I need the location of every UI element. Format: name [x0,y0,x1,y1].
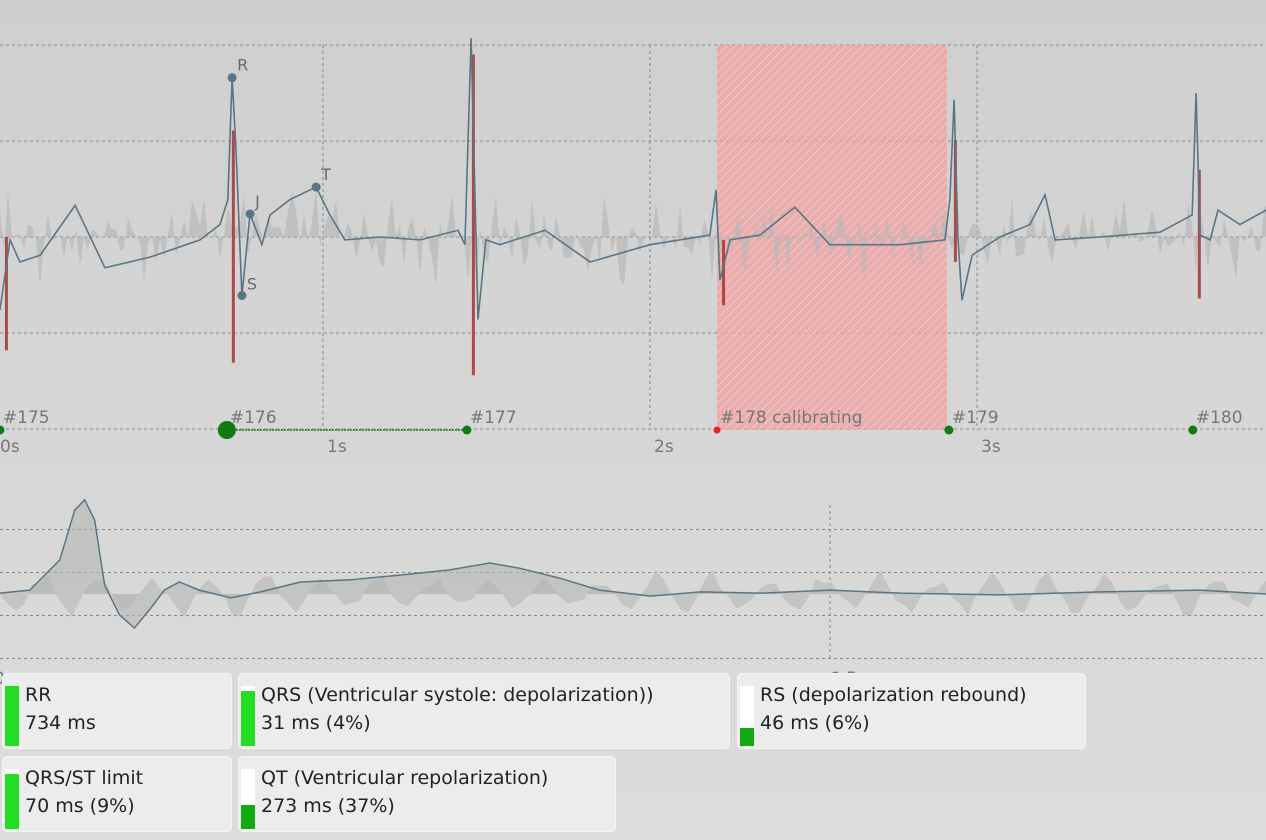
beat-label: #179 [952,408,999,428]
metric-level-bar [241,769,255,829]
metric-card-rs: RS (depolarization rebound) 46 ms (6%) [737,673,1086,749]
wave-point-label: T [320,165,331,184]
qrs-marker-bar [722,239,726,306]
metric-title: RS (depolarization rebound) [760,684,1027,706]
qrs-marker-bar [4,237,8,351]
metric-level-bar [241,686,255,746]
x-tick-label: 2s [654,437,674,457]
metric-card-qrs: QRS (Ventricular systole: depolarization… [238,673,730,749]
beat-label: #180 [1196,408,1243,428]
ecg-main-chart[interactable]: 0s 1s 2s 3s R S J T #175 #176 #177 #178 calibrating… [0,0,1266,470]
metric-level-fill [740,728,754,746]
metric-level-fill [241,805,255,829]
beat-marker[interactable] [462,425,472,435]
wave-point-j [245,209,255,219]
beat-marker[interactable] [713,426,721,434]
metric-title: RR [25,684,52,706]
qrs-marker-bar [471,54,475,376]
metric-title: QRS/ST limit [25,767,144,789]
raw-signal-area [0,188,1266,289]
metric-card-qrs-st: QRS/ST limit 70 ms (9%) [2,756,232,832]
x-tick-label: 0s [0,437,20,457]
ecg-detail-chart[interactable]: 0s0.5s [0,480,1266,689]
metric-value: 46 ms (6%) [760,712,870,734]
beat-label: #176 [230,408,277,428]
wave-point-s [237,291,247,301]
metric-value: 31 ms (4%) [261,712,371,734]
metric-level-bar [5,686,19,746]
x-tick-label: 1s [327,437,347,457]
metric-card-rr: RR 734 ms [2,673,232,749]
qrs-marker-bar [953,140,957,262]
metric-level-bar [5,769,19,829]
wave-point-r [227,73,237,83]
metric-title: QRS (Ventricular systole: depolarization… [261,684,654,706]
beat-marker[interactable] [0,425,5,435]
qrs-marker-bar [231,130,235,363]
wave-point-label: S [247,275,257,294]
beat-marker[interactable] [217,421,236,439]
metric-level-fill [5,686,19,746]
ecg-detail-trace-line [0,498,1266,630]
beat-marker[interactable] [1188,425,1198,435]
beat-label: #178 calibrating [720,408,862,428]
wave-point-label: J [254,192,260,211]
beat-label: #175 [3,408,50,428]
metric-value: 273 ms (37%) [261,795,395,817]
metric-card-qt: QT (Ventricular repolarization) 273 ms (… [238,756,616,832]
x-tick-label: 3s [981,437,1001,457]
wave-point-label: R [237,56,248,75]
metric-value: 734 ms [25,712,96,734]
beat-label: #177 [470,408,517,428]
metric-level-bar [740,686,754,746]
ecg-trace-line [0,38,1266,320]
metric-level-fill [5,773,19,829]
wave-point-t [311,182,321,192]
beat-marker[interactable] [944,425,954,435]
metric-level-fill [241,690,255,746]
filtered-signal-area [0,499,1266,628]
metric-value: 70 ms (9%) [25,795,135,817]
metric-title: QT (Ventricular repolarization) [261,767,549,789]
